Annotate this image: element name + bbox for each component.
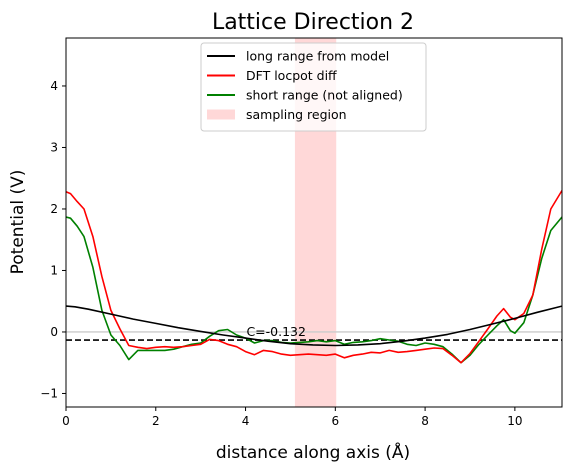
legend-label-1: long range from model	[246, 49, 389, 64]
c-value-annotation: C=-0.132	[246, 324, 306, 339]
y-tick-label: 0	[50, 325, 58, 339]
x-tick-label: 0	[62, 414, 70, 428]
legend-label-3: short range (not aligned)	[246, 88, 403, 103]
series-line-3	[66, 216, 562, 364]
legend-swatch-4	[207, 109, 235, 120]
chart-title: Lattice Direction 2	[212, 10, 414, 35]
y-tick-label: 2	[50, 202, 58, 216]
x-axis: 0 2 4 6 8 10	[62, 407, 523, 428]
y-tick-label: 3	[50, 140, 58, 154]
y-tick-label: −1	[40, 386, 58, 400]
series-line-1	[66, 305, 562, 347]
legend-label-2: DFT locpot diff	[246, 68, 337, 83]
x-axis-label: distance along axis (Å)	[216, 441, 410, 463]
legend-label-4: sampling region	[246, 107, 347, 122]
reference-lines-layer	[66, 331, 562, 341]
x-tick-label: 2	[152, 414, 160, 428]
plot-frame	[65, 37, 563, 408]
series-line-2	[66, 190, 562, 364]
y-axis-label: Potential (V)	[8, 170, 28, 275]
y-tick-label: 1	[50, 263, 58, 277]
legend-box	[200, 42, 427, 132]
y-tick-label: 4	[50, 79, 58, 93]
x-tick-label: 8	[421, 414, 429, 428]
legend: long range from model DFT locpot diff shor…	[200, 42, 427, 132]
x-tick-label: 10	[507, 414, 522, 428]
x-tick-label: 4	[242, 414, 250, 428]
y-axis: −1 0 1 2 3 4	[40, 79, 66, 400]
series-layer	[66, 190, 562, 364]
x-tick-label: 6	[332, 414, 340, 428]
